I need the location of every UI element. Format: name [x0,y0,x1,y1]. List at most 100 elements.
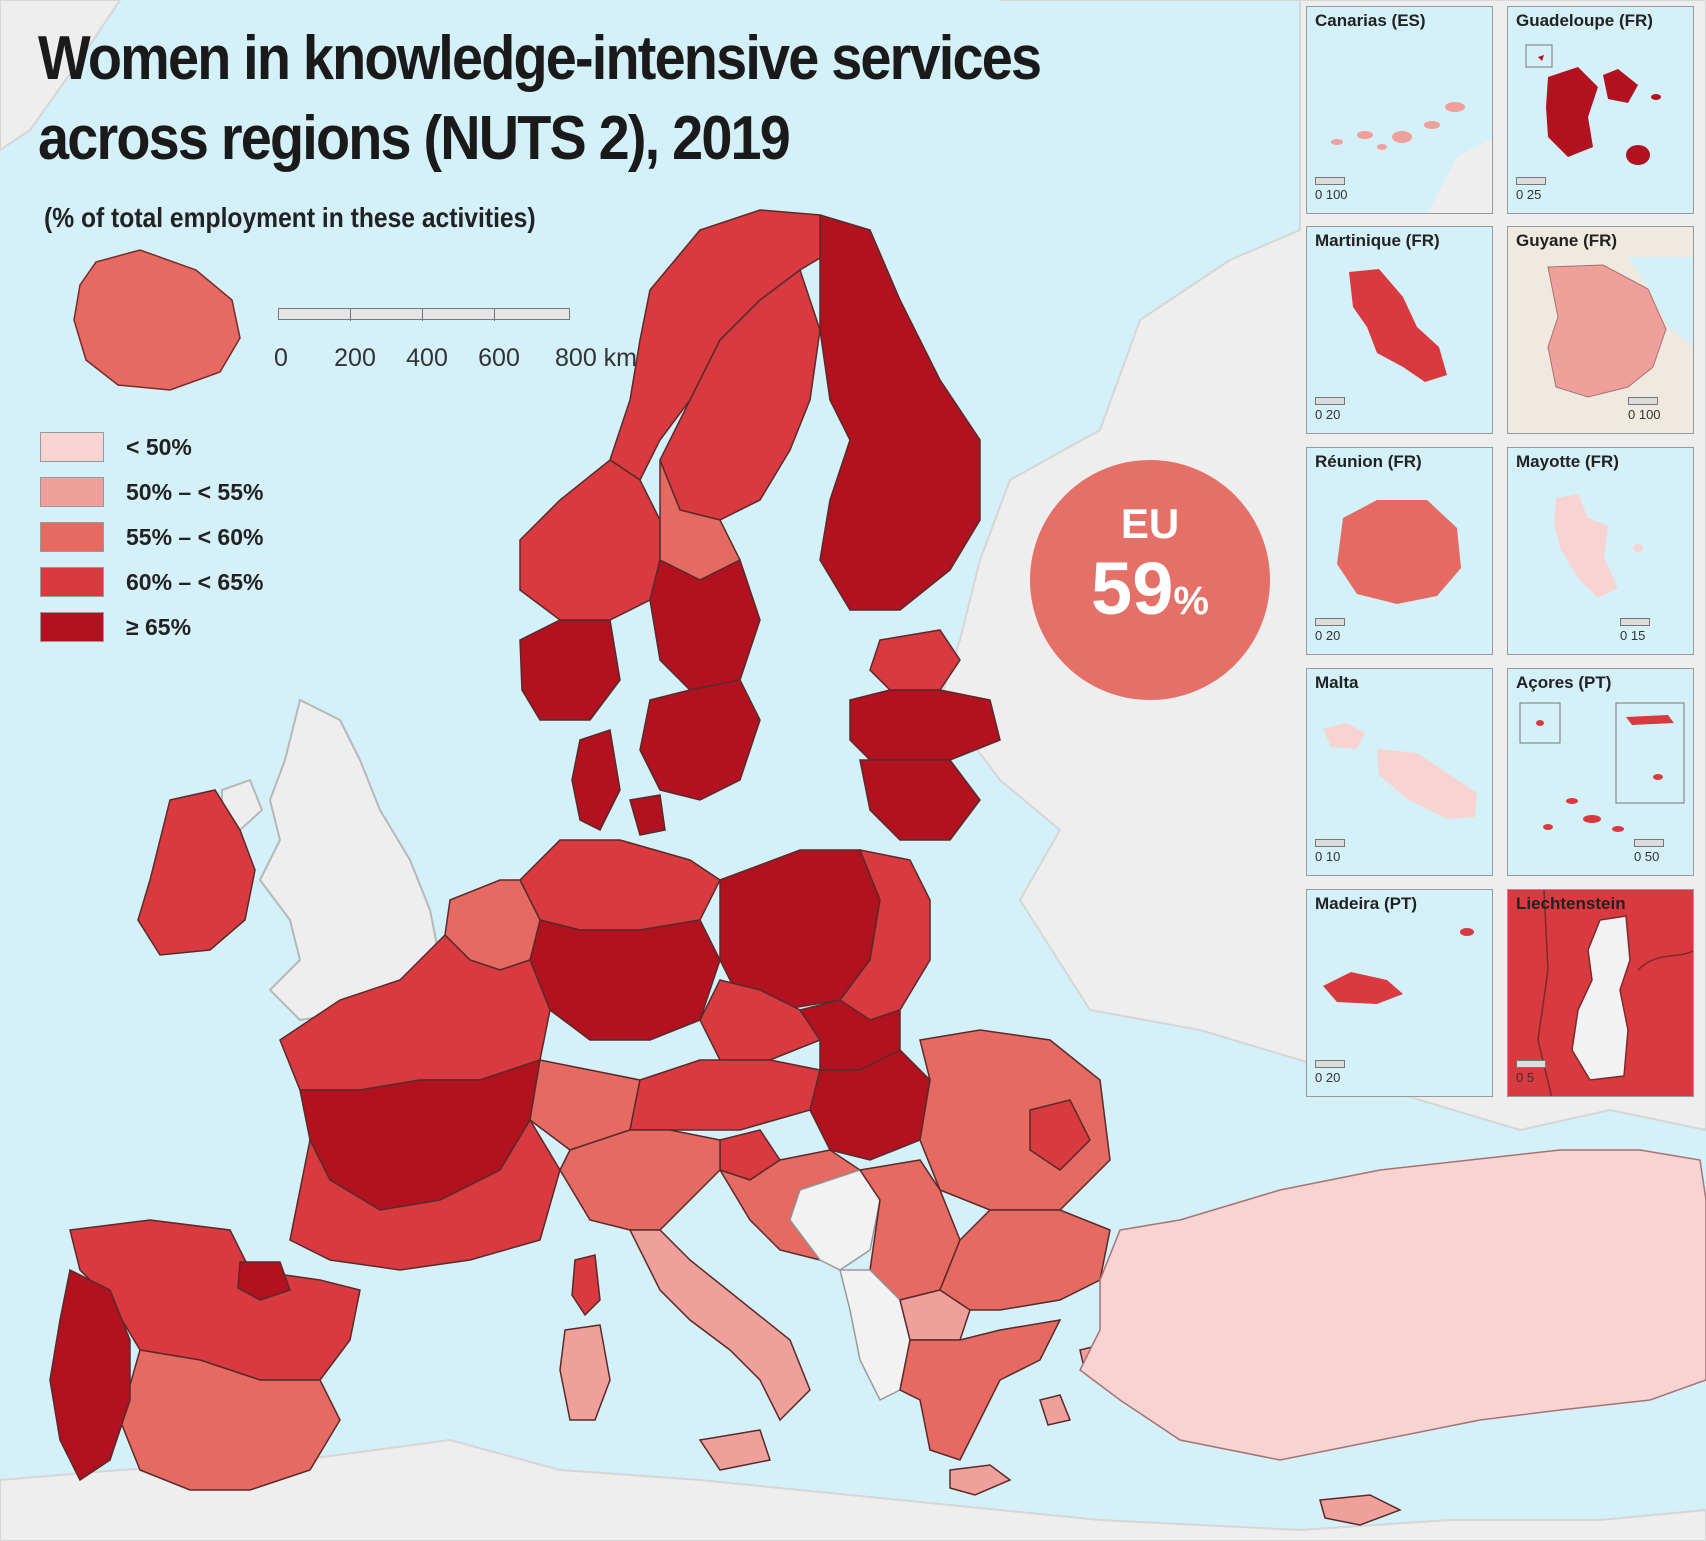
legend-label: 60% – < 65% [126,569,264,595]
inset-locator-box [1615,702,1685,804]
region-norway-southwest [519,619,621,721]
inset-liechtenstein-no-data [1571,915,1631,1081]
region-bosnia [789,1169,881,1271]
inset-map [1331,102,1492,213]
inset-title: Malta [1315,673,1359,692]
region-italy-south [628,1229,811,1471]
inset-title: Mayotte (FR) [1516,452,1619,471]
inset-guyane: Guyane (FR) 0 100 [1507,226,1694,434]
region-france-south [289,1118,561,1271]
legend-label: 55% – < 60% [126,524,264,550]
inset-islands [1337,500,1461,604]
inset-title: Martinique (FR) [1315,231,1440,250]
inset-scale-label: 0 100 [1315,187,1348,202]
inset-islands [1323,723,1477,819]
inset-title: Liechtenstein [1516,894,1626,913]
inset-sea [1628,257,1693,346]
region-bulgaria [939,1209,1111,1311]
inset-islands [1323,928,1474,1004]
region-cyprus [1319,1494,1402,1526]
region-portugal [49,1268,131,1482]
inset-islands [1554,494,1643,598]
inset-map [1525,44,1661,165]
legend-label: < 50% [126,434,192,460]
inset-scale-track [1315,839,1345,847]
inset-scale-track [1315,1060,1345,1068]
inset-canarias: Canarias (ES) 0 100 [1306,6,1493,214]
inset-scale-bar: 0 100 [1628,397,1661,422]
region-lithuania [859,759,981,841]
scale-bar-segment [351,309,423,321]
inset-title: Guadeloupe (FR) [1516,11,1653,30]
inset-mayotte: Mayotte (FR) 0 15 [1507,447,1694,655]
region-macedonia [899,1289,971,1341]
north-africa-land [0,1438,1706,1541]
region-greece [899,1319,1062,1461]
inset-islands [1547,264,1667,398]
inset-scale-track [1516,177,1546,185]
legend-swatch [40,612,104,642]
inset-islands [1538,55,1661,165]
region-iberia-central [119,1349,341,1491]
inset-title: Canarias (ES) [1315,11,1426,30]
legend-swatch [40,432,104,462]
inset-scale-bar: 0 20 [1315,1060,1345,1085]
inset-map [1337,500,1461,604]
inset-scale-bar: 0 15 [1620,618,1650,643]
inset-map [1547,257,1693,398]
region-finland [819,213,981,611]
scale-bar-segment [423,309,495,321]
inset-scale-label: 0 15 [1620,628,1646,643]
inset-map [1519,702,1685,832]
inset-map [1554,494,1643,598]
scale-bar-segment [279,309,351,321]
region-italy-north [559,1129,721,1231]
inset-map [1323,928,1474,1004]
inset-scale-track [1516,1060,1546,1068]
inset-malta: Malta 0 10 [1306,668,1493,876]
legend-swatch [40,522,104,552]
inset-islands [1331,102,1465,150]
inset-title: Madeira (PT) [1315,894,1418,913]
inset-scale-bar: 0 100 [1315,177,1348,202]
inset-scale-bar: 0 10 [1315,839,1345,864]
inset-scale-bar: 0 25 [1516,177,1546,202]
inset-scale-bar: 0 20 [1315,618,1345,643]
inset-title: Réunion (FR) [1315,452,1422,471]
inset-scale-label: 0 100 [1628,407,1661,422]
inset-scale-label: 0 5 [1516,1070,1535,1085]
map-title-line-1: Women in knowledge-intensive services [38,24,1042,93]
inset-scale-track [1634,839,1664,847]
inset-scale-track [1628,397,1658,405]
eu-badge-number: 59 [1091,547,1174,630]
region-iceland [73,249,241,391]
eu-badge-value: 59% [1030,546,1270,631]
eu-average-badge: EU 59% [1030,460,1270,700]
inset-border-line [1637,950,1693,971]
inset-map [1508,890,1693,1096]
inset-reunion: Réunion (FR) 0 20 [1306,447,1493,655]
legend-label: 50% – < 55% [126,479,264,505]
inset-liechtenstein: Liechtenstein 0 5 [1507,889,1694,1097]
inset-islands [1349,269,1447,382]
inset-map [1349,269,1447,382]
region-romania-centre [1029,1099,1091,1171]
inset-acores: Açores (PT) 0 50 [1507,668,1694,876]
region-ireland [137,789,256,956]
region-sweden-south [639,679,761,801]
map-title-line-2: across regions (NUTS 2), 2019 [38,104,791,173]
legend-swatch [40,567,104,597]
inset-scale-track [1315,618,1345,626]
inset-madeira: Madeira (PT) 0 20 [1306,889,1493,1097]
inset-map [1323,723,1477,819]
inset-scale-track [1315,177,1345,185]
inset-locator-box [1525,44,1553,68]
inset-scale-track [1315,397,1345,405]
region-latvia [849,689,1001,761]
eu-badge-label: EU [1120,500,1180,547]
scale-bar-label: 200 [334,344,376,372]
inset-scale-label: 0 25 [1516,187,1542,202]
inset-border-line [1537,890,1553,1096]
legend-label: ≥ 65% [126,614,192,640]
greenland-edge [0,0,122,152]
